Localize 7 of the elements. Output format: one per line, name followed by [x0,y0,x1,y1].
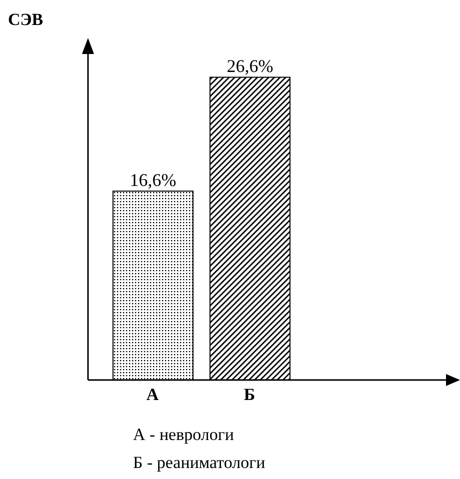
text: Б - реаниматологи [133,453,266,473]
data-label: 16,6% [130,170,176,190]
text: А - неврологи [133,425,234,445]
data-label: 26,6% [226,56,274,76]
x-tick-label: Б [244,385,256,404]
x-tick-label: А [146,385,160,404]
y-axis-title: СЭВ [8,10,44,30]
